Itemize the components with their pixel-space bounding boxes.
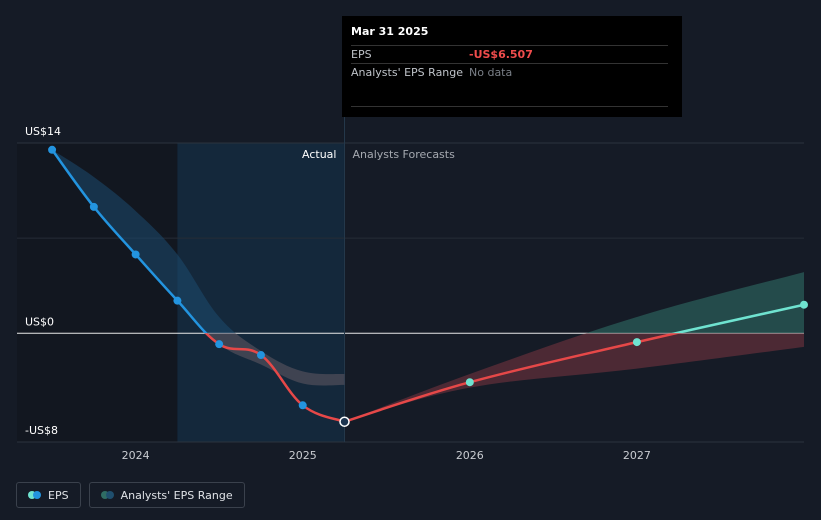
x-tick-label-0: 2024 [122, 449, 150, 462]
eps-legend-icon [28, 491, 42, 499]
tooltip-eps-row: EPS -US$6.507 [351, 45, 668, 63]
tooltip-divider [351, 106, 668, 107]
eps-line-actual-negative [204, 333, 345, 423]
eps-point-1 [89, 202, 98, 211]
tooltip: Mar 31 2025 EPS -US$6.507 Analysts' EPS … [342, 16, 682, 117]
eps-line-forecast-negative [344, 333, 682, 423]
past-range-band-negative [206, 333, 345, 386]
tooltip-range-label: Analysts' EPS Range [351, 66, 464, 79]
eps-point-0 [48, 145, 57, 154]
eps-point-2 [131, 250, 140, 259]
eps-point-10 [800, 300, 808, 309]
eps-point-highlighted [339, 416, 350, 427]
x-tick-label-1: 2025 [289, 449, 317, 462]
legend-eps-button[interactable]: EPS [16, 482, 81, 508]
tooltip-eps-value: -US$6.507 [469, 48, 533, 61]
legend-range-button[interactable]: Analysts' EPS Range [88, 482, 245, 508]
x-tick-label-2: 2026 [456, 449, 484, 462]
eps-point-4 [215, 340, 224, 349]
tooltip-date: Mar 31 2025 [351, 25, 429, 38]
actual-label: Actual [302, 148, 336, 161]
eps-point-3 [173, 296, 182, 305]
eps-point-6 [298, 401, 307, 410]
highlight-region [177, 143, 345, 442]
x-tick-label-3: 2027 [623, 449, 651, 462]
eps-line-forecast-positive [669, 303, 805, 334]
forecast-range-band-negative [344, 333, 804, 422]
tooltip-eps-label: EPS [351, 48, 372, 61]
forecast-label: Analysts Forecasts [352, 148, 455, 161]
y-tick-label-2: -US$8 [25, 424, 58, 437]
tooltip-range-value: No data [469, 66, 513, 79]
range-legend-icon [100, 491, 115, 499]
y-tick-label-0: US$14 [25, 125, 61, 138]
eps-point-9 [632, 338, 641, 347]
legend: EPS Analysts' EPS Range [16, 482, 245, 508]
legend-range-label: Analysts' EPS Range [120, 488, 233, 502]
legend-eps-label: EPS [48, 488, 69, 502]
y-tick-label-1: US$0 [25, 315, 54, 328]
tooltip-range-row: Analysts' EPS Range No data [351, 63, 668, 81]
past-range-band-positive [52, 149, 236, 334]
eps-point-8 [465, 378, 474, 387]
eps-point-5 [256, 351, 265, 360]
